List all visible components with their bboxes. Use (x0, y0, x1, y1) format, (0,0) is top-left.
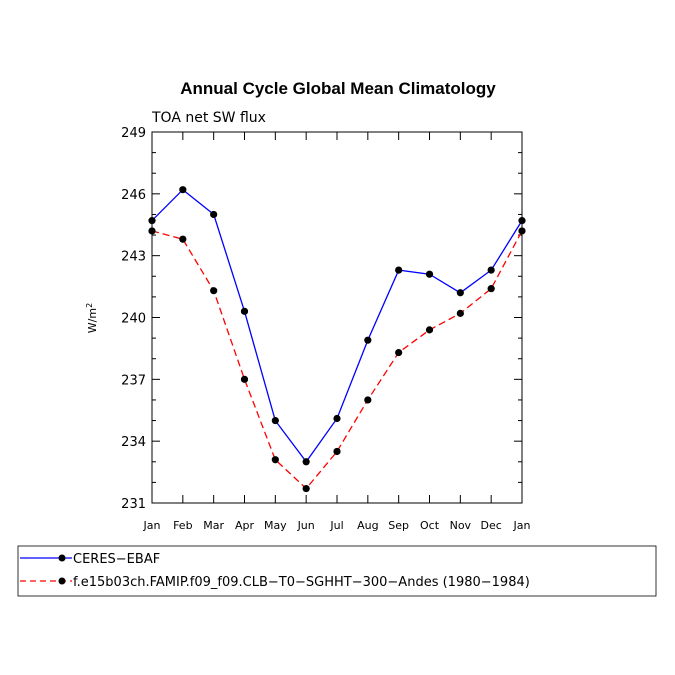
data-point-model (518, 227, 526, 235)
y-tick-label: 237 (121, 373, 146, 388)
data-point-model (364, 396, 372, 404)
y-tick-label: 234 (121, 435, 146, 450)
axes (151, 131, 523, 504)
x-tick-label: Dec (481, 519, 502, 532)
x-tick-label: Oct (420, 519, 440, 532)
data-point-model (395, 348, 403, 357)
x-tick-label: Aug (357, 519, 378, 532)
data-point-model (179, 235, 187, 243)
data-point-model (333, 447, 341, 456)
data-point-model (487, 285, 495, 293)
y-tick-label: 246 (121, 188, 146, 203)
x-tick-label: Mar (203, 519, 224, 532)
legend-label-model: f.e15b03ch.FAMIP.f09_f09.CLB−T0−SGHHT−30… (73, 575, 530, 590)
data-point-model (210, 287, 218, 295)
data-point-ceres (456, 289, 464, 297)
data-point-ceres (148, 217, 156, 225)
x-tick-labels: Jan Feb Mar Apr May Jun Jul Aug Sep Oct Nov Dec Jan (143, 519, 531, 532)
legend-box (17, 545, 657, 597)
y-tick-label: 231 (121, 497, 146, 512)
legend: CERES−EBAF f.e15b03ch.FAMIP.f09_f09.CLB−… (17, 545, 657, 597)
data-point-ceres (364, 336, 372, 344)
data-point-model (425, 326, 434, 334)
data-point-model (456, 309, 464, 317)
data-point-ceres (333, 414, 341, 423)
legend-marker-ceres (58, 554, 66, 562)
plot-frame (151, 131, 523, 504)
data-point-ceres (518, 217, 526, 225)
legend-marker-model (58, 577, 66, 585)
x-tick-label: Nov (450, 519, 472, 532)
axis-ticks (151, 131, 523, 504)
data-point-ceres (210, 210, 218, 219)
chart-title: Annual Cycle Global Mean Climatology (180, 79, 496, 98)
data-point-ceres (240, 307, 249, 315)
x-tick-label: Sep (388, 519, 409, 532)
data-point-ceres (302, 458, 310, 466)
y-tick-label: 243 (121, 250, 146, 265)
data-point-ceres (487, 266, 495, 274)
y-tick-label: 249 (121, 126, 146, 141)
data-point-ceres (425, 270, 434, 278)
x-tick-label: May (264, 519, 287, 532)
chart-subtitle: TOA net SW flux (151, 110, 266, 126)
x-tick-label: Jan (143, 519, 161, 532)
data-point-ceres (179, 186, 187, 194)
y-axis-label: W/m2 (85, 303, 99, 333)
y-tick-labels: 231 234 237 240 243 246 249 (121, 126, 146, 512)
y-tick-label: 240 (121, 312, 146, 327)
x-tick-label: Jun (297, 519, 315, 532)
data-point-model (240, 375, 249, 383)
data-point-ceres (395, 266, 403, 274)
x-tick-label: Feb (173, 519, 192, 532)
data-point-model (302, 484, 310, 493)
data-point-model (148, 227, 156, 235)
y-axis-label-superscript: 2 (85, 303, 94, 308)
legend-label-ceres: CERES−EBAF (73, 552, 160, 567)
series-layer (148, 186, 526, 493)
data-point-model (271, 456, 279, 464)
x-tick-label: Apr (235, 519, 255, 532)
x-tick-label: Jul (329, 519, 343, 532)
data-point-ceres (271, 416, 279, 425)
x-tick-label: Jan (513, 519, 531, 532)
